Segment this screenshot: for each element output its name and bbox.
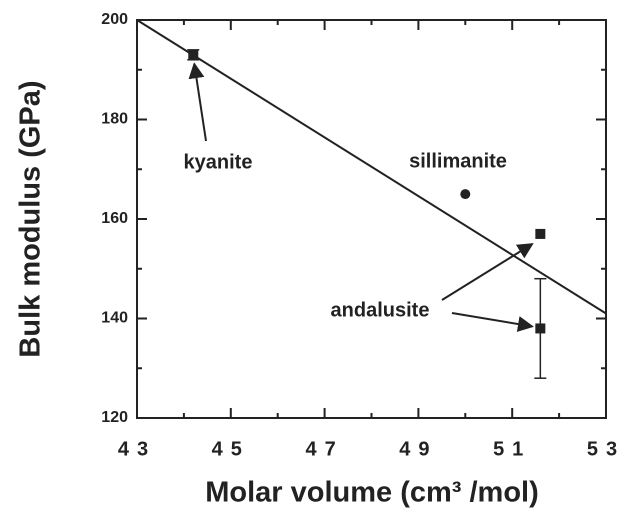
annotation-arrow	[451, 312, 534, 332]
y-axis-label: Bulk modulus (GPa)	[15, 80, 47, 357]
y-tick-label: 140	[101, 310, 128, 327]
point	[535, 228, 546, 239]
annotation-arrow	[441, 243, 534, 301]
x-tick-label: 47	[305, 438, 343, 460]
fit-line	[136, 19, 607, 315]
annotation: andalusite	[331, 299, 430, 321]
annotation: kyanite	[184, 151, 253, 173]
x-tick-label: 43	[118, 438, 156, 460]
annotation: sillimanite	[409, 150, 507, 172]
point	[460, 189, 471, 200]
y-tick-label: 120	[101, 409, 128, 426]
plot-frame	[136, 19, 607, 419]
x-axis-label: Molar volume (cm³ /mol)	[205, 477, 539, 509]
y-tick-label: 180	[101, 111, 128, 128]
annotation-arrow	[188, 62, 207, 142]
y-tick-label: 200	[101, 11, 128, 28]
x-tick-label: 45	[212, 438, 250, 460]
point	[535, 323, 546, 334]
x-tick-label: 53	[587, 438, 623, 460]
x-tick-label: 49	[399, 438, 437, 460]
x-tick-label: 51	[493, 438, 531, 460]
y-tick-label: 160	[101, 210, 128, 227]
